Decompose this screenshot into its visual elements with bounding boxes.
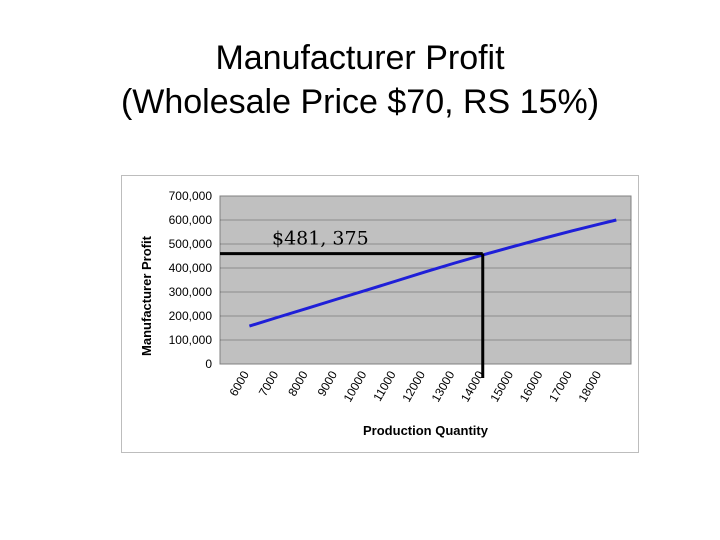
slide-title: Manufacturer Profit (Wholesale Price $70… [0, 36, 720, 124]
y-tick-label: 400,000 [169, 261, 213, 275]
x-tick-label: 13000 [429, 368, 458, 404]
annotation-label: $481, 375 [272, 228, 369, 250]
y-tick-label: 500,000 [169, 237, 213, 251]
x-tick-label: 9000 [315, 368, 341, 398]
chart-frame: 0 100,000 200,000 300,000 400,000 500,000 600,… [121, 175, 639, 453]
y-tick-label: 700,000 [169, 189, 213, 203]
slide-title-line-2: (Wholesale Price $70, RS 15%) [120, 83, 600, 121]
y-tick-label: 600,000 [169, 213, 213, 227]
x-tick-label: 6000 [226, 368, 252, 398]
x-tick-label: 10000 [341, 368, 370, 404]
y-tick-label: 100,000 [169, 333, 213, 347]
profit-series-line [248, 218, 617, 328]
x-tick-label: 12000 [399, 368, 428, 404]
plot-area [219, 195, 632, 365]
x-axis-title: Production Quantity [363, 423, 489, 438]
x-tick-label: 18000 [575, 368, 604, 404]
x-tick-label: 8000 [285, 368, 311, 398]
x-tick-label: 16000 [517, 368, 546, 404]
x-tick-label: 11000 [370, 368, 399, 403]
y-tick-label: 200,000 [169, 309, 213, 323]
y-tick-label: 0 [205, 357, 212, 371]
y-axis-title: Manufacturer Profit [139, 235, 154, 356]
profit-line-chart: 0 100,000 200,000 300,000 400,000 500,000 600,… [139, 189, 632, 438]
x-tick-label: 7000 [256, 368, 282, 398]
y-tick-label: 300,000 [169, 285, 213, 299]
x-tick-label: 17000 [546, 368, 575, 404]
x-tick-label: 15000 [487, 368, 516, 404]
slide-title-line-1: Manufacturer Profit [215, 39, 505, 77]
